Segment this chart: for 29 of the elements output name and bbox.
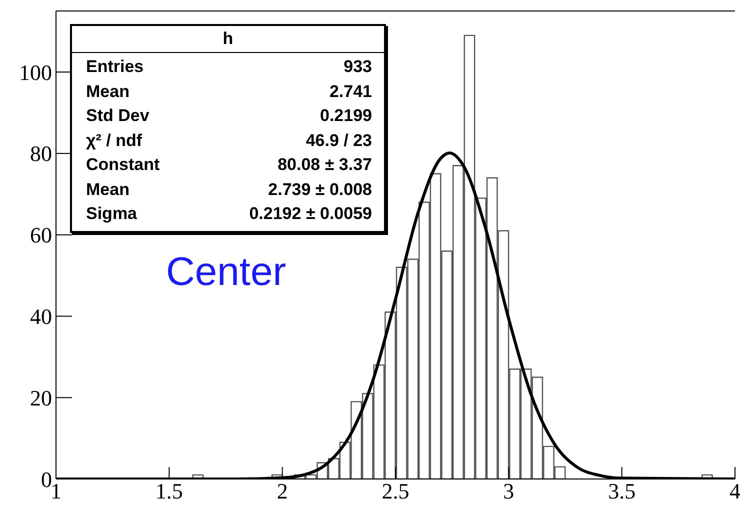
y-tick-label: 100 (19, 60, 52, 85)
y-tick-label: 80 (30, 141, 52, 166)
annotation: h (72, 26, 384, 53)
x-tick-label: 2 (276, 478, 288, 504)
y-tick-label: 40 (30, 304, 52, 330)
y-tick-label: 20 (30, 385, 52, 410)
x-tick-label: 3.5 (608, 478, 636, 504)
annotation: 0.2199 (320, 105, 372, 127)
annotation: 2.739 ± 0.008 (268, 178, 372, 200)
y-tick-label: 0 (41, 466, 52, 492)
x-tick-label: 4 (730, 478, 740, 504)
annotation: Sigma (86, 203, 138, 225)
annotation: 46.9 / 23 (306, 130, 372, 152)
y-tick-label: 60 (30, 222, 52, 248)
annotation: 933 (344, 56, 372, 78)
x-tick-label: 1 (50, 478, 62, 504)
x-tick-label: 2.5 (382, 478, 410, 504)
annotation: Std Dev (86, 105, 150, 127)
annotation: χ² / ndf (86, 130, 142, 152)
annotation: Entries (86, 56, 144, 78)
annotation: Mean (86, 80, 130, 102)
annotation: Constant (86, 154, 160, 176)
annotation: 80.08 ± 3.37 (278, 154, 372, 176)
annotation: 0.2192 ± 0.0059 (249, 203, 372, 225)
x-tick-label: 3 (503, 478, 514, 504)
annotation: Center (166, 250, 286, 295)
annotation: 2.741 (329, 80, 372, 102)
x-tick-label: 1.5 (155, 478, 183, 504)
annotation: Mean (86, 178, 130, 200)
